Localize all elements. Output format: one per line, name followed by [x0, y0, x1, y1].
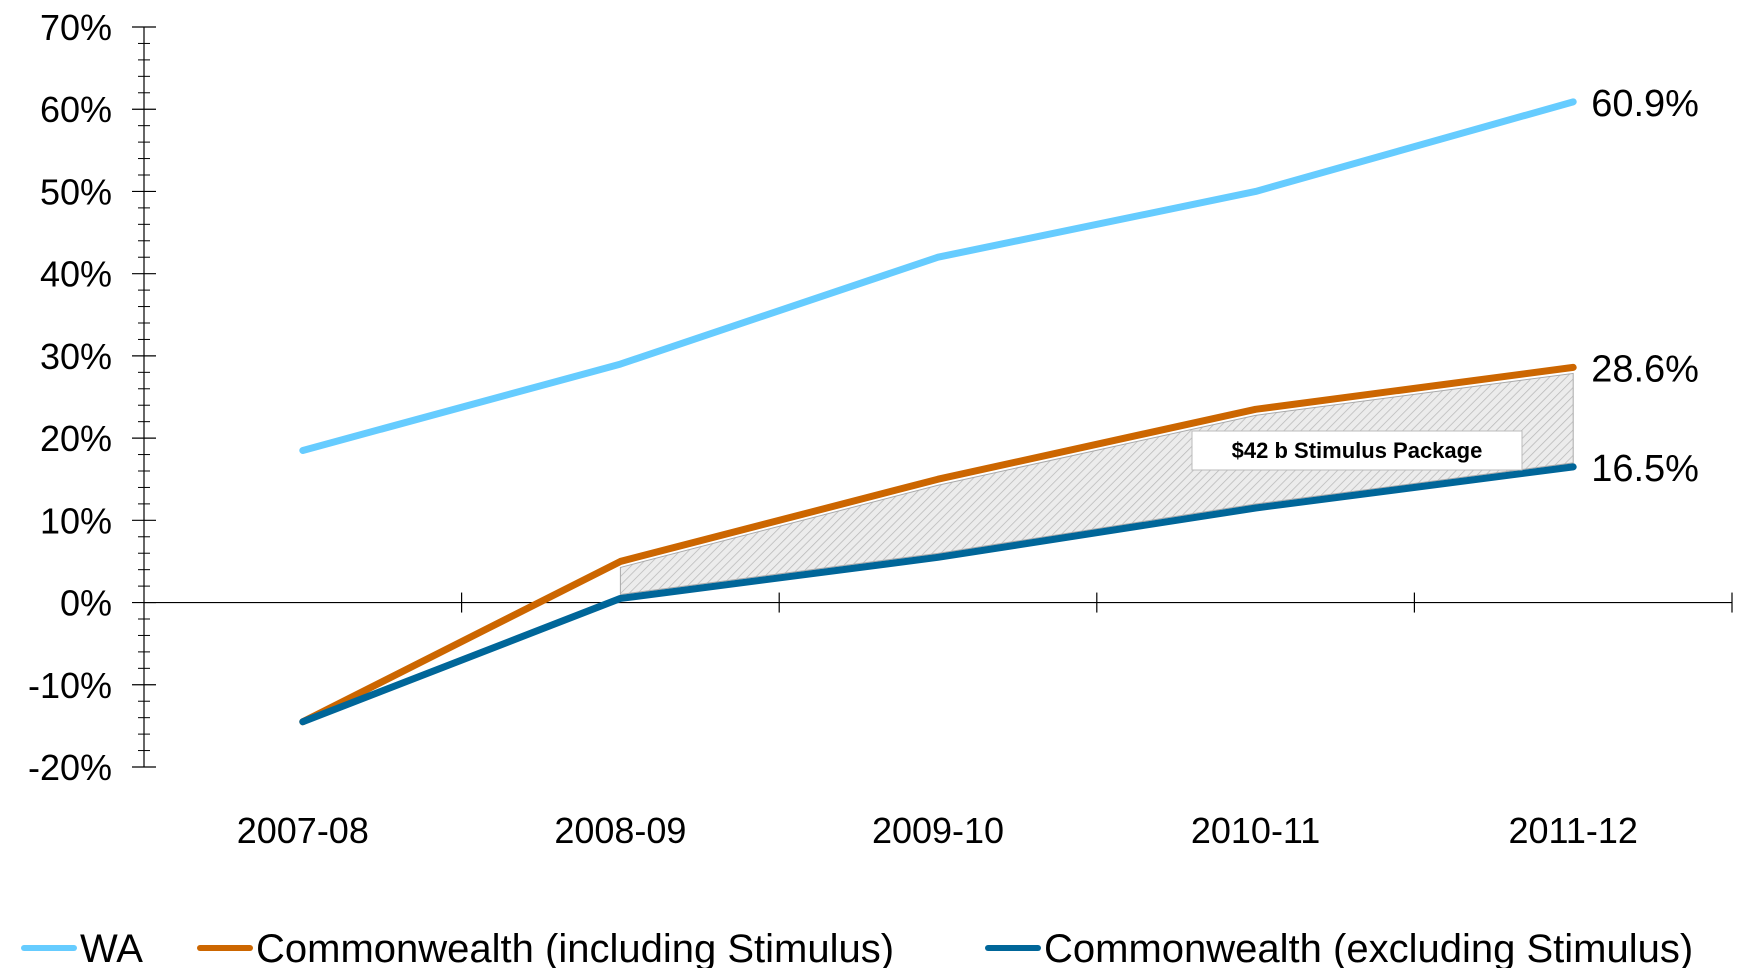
y-tick-label: 60%	[40, 89, 112, 130]
stimulus-area	[619, 372, 1574, 596]
y-tick-label: 0%	[60, 583, 112, 624]
series-lines	[299, 98, 1577, 726]
end-label-0: 60.9%	[1591, 83, 1699, 125]
x-tick-label: 2010-11	[1191, 810, 1320, 851]
y-tick-label: 30%	[40, 336, 112, 377]
legend-item-including-stimulus: Commonwealth (including Stimulus)	[197, 927, 894, 968]
legend-item-wa: WA	[21, 927, 143, 968]
legend-item-excluding-stimulus: Commonwealth (excluding Stimulus)	[985, 927, 1693, 968]
x-tick-label: 2007-08	[237, 810, 369, 851]
y-tick-label: -10%	[28, 665, 112, 706]
series-line-2	[299, 463, 1577, 726]
legend-label-including-stimulus: Commonwealth (including Stimulus)	[256, 927, 894, 968]
stimulus-hatch-area	[619, 372, 1574, 596]
y-tick-label: 50%	[40, 171, 112, 212]
x-tick-label: 2009-10	[872, 810, 1004, 851]
legend-label-wa: WA	[80, 927, 143, 968]
annotation-box	[1191, 430, 1523, 471]
annotation-text: $42 b Stimulus Package	[1232, 438, 1483, 463]
axes: -20% -10% 0% 10% 20% 30% 40% 50% 60% 70% 2007-08 20…	[28, 7, 1733, 851]
series-line-0	[299, 98, 1577, 454]
end-label-1: 28.6%	[1591, 348, 1699, 390]
legend: WA Commonwealth (including Stimulus) Com…	[21, 927, 1693, 968]
end-label-2: 16.5%	[1591, 448, 1699, 490]
series-line-1	[299, 363, 1577, 726]
x-tick-label: 2011-12	[1508, 810, 1637, 851]
end-labels: 60.9% 28.6% 16.5%	[1591, 83, 1699, 490]
y-tick-label: 10%	[40, 500, 112, 541]
y-tick-label: 40%	[40, 254, 112, 295]
annotation: $42 b Stimulus Package	[1191, 430, 1523, 471]
legend-label-excluding-stimulus: Commonwealth (excluding Stimulus)	[1044, 927, 1693, 968]
y-tick-label: 70%	[40, 7, 112, 48]
y-tick-label: -20%	[28, 747, 112, 788]
x-tick-label: 2008-09	[554, 810, 686, 851]
y-tick-label: 20%	[40, 418, 112, 459]
